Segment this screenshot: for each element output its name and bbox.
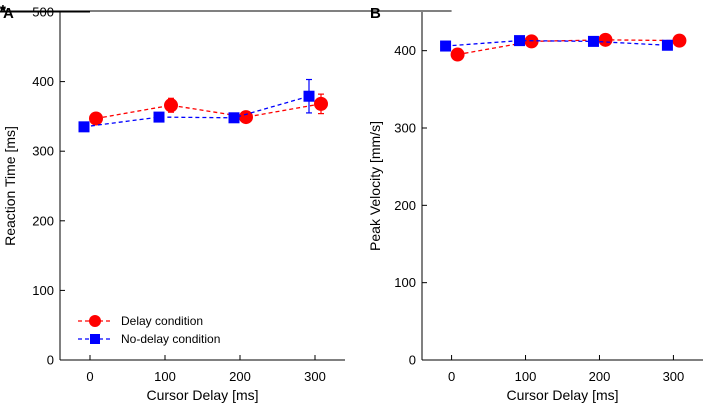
legend-marker [89,315,101,327]
y-axis-label: Reaction Time [ms] [2,126,18,246]
data-point [164,98,178,113]
x-tick-label: 100 [154,369,176,384]
legend-marker [90,334,100,344]
x-tick-label: 200 [589,369,611,384]
y-tick-label: 0 [409,353,416,368]
legend-label: No-delay condition [121,332,220,346]
x-tick-label: 100 [515,369,537,384]
x-tick-label: 0 [448,369,455,384]
data-point [239,110,253,125]
series-line [457,39,680,56]
series-delay [89,93,328,126]
y-tick-label: 0 [47,353,54,368]
data-point [587,35,599,47]
data-point [303,90,315,102]
x-axis-label: Cursor Delay [ms] [506,387,618,403]
panel-label: A [3,5,14,22]
x-tick-label: 300 [304,369,326,384]
data-point [440,40,452,52]
data-point [514,35,526,47]
y-tick-label: 100 [32,283,54,298]
x-axis-label: Cursor Delay [ms] [146,387,258,403]
data-point [598,32,613,47]
y-tick-label: 300 [32,144,54,159]
legend-label: Delay condition [121,314,203,328]
y-tick-label: 200 [394,198,416,213]
y-tick-label: 400 [394,43,416,58]
series-line [95,103,322,120]
data-point [661,39,673,51]
y-tick-label: 300 [394,121,416,136]
series-no-delay [440,35,673,52]
panel-label: B [370,5,381,22]
x-tick-label: 200 [229,369,251,384]
data-point [672,33,687,48]
data-point [450,47,465,62]
significance-label: ** [0,2,6,19]
series-delay [450,32,687,62]
series-line [83,95,310,128]
y-tick-label: 100 [394,275,416,290]
data-point [89,111,103,126]
x-tick-label: 0 [86,369,93,384]
data-point [314,96,328,111]
series-no-delay [78,78,315,133]
data-point [228,112,240,124]
y-axis-label: Peak Velocity [mm/s] [367,121,383,251]
y-tick-label: 400 [32,74,54,89]
series-line [445,39,668,47]
x-tick-label: 300 [663,369,685,384]
data-point [78,121,90,133]
data-point [153,111,165,123]
y-tick-label: 200 [32,213,54,228]
legend: Delay condition No-delay condition [78,314,220,346]
